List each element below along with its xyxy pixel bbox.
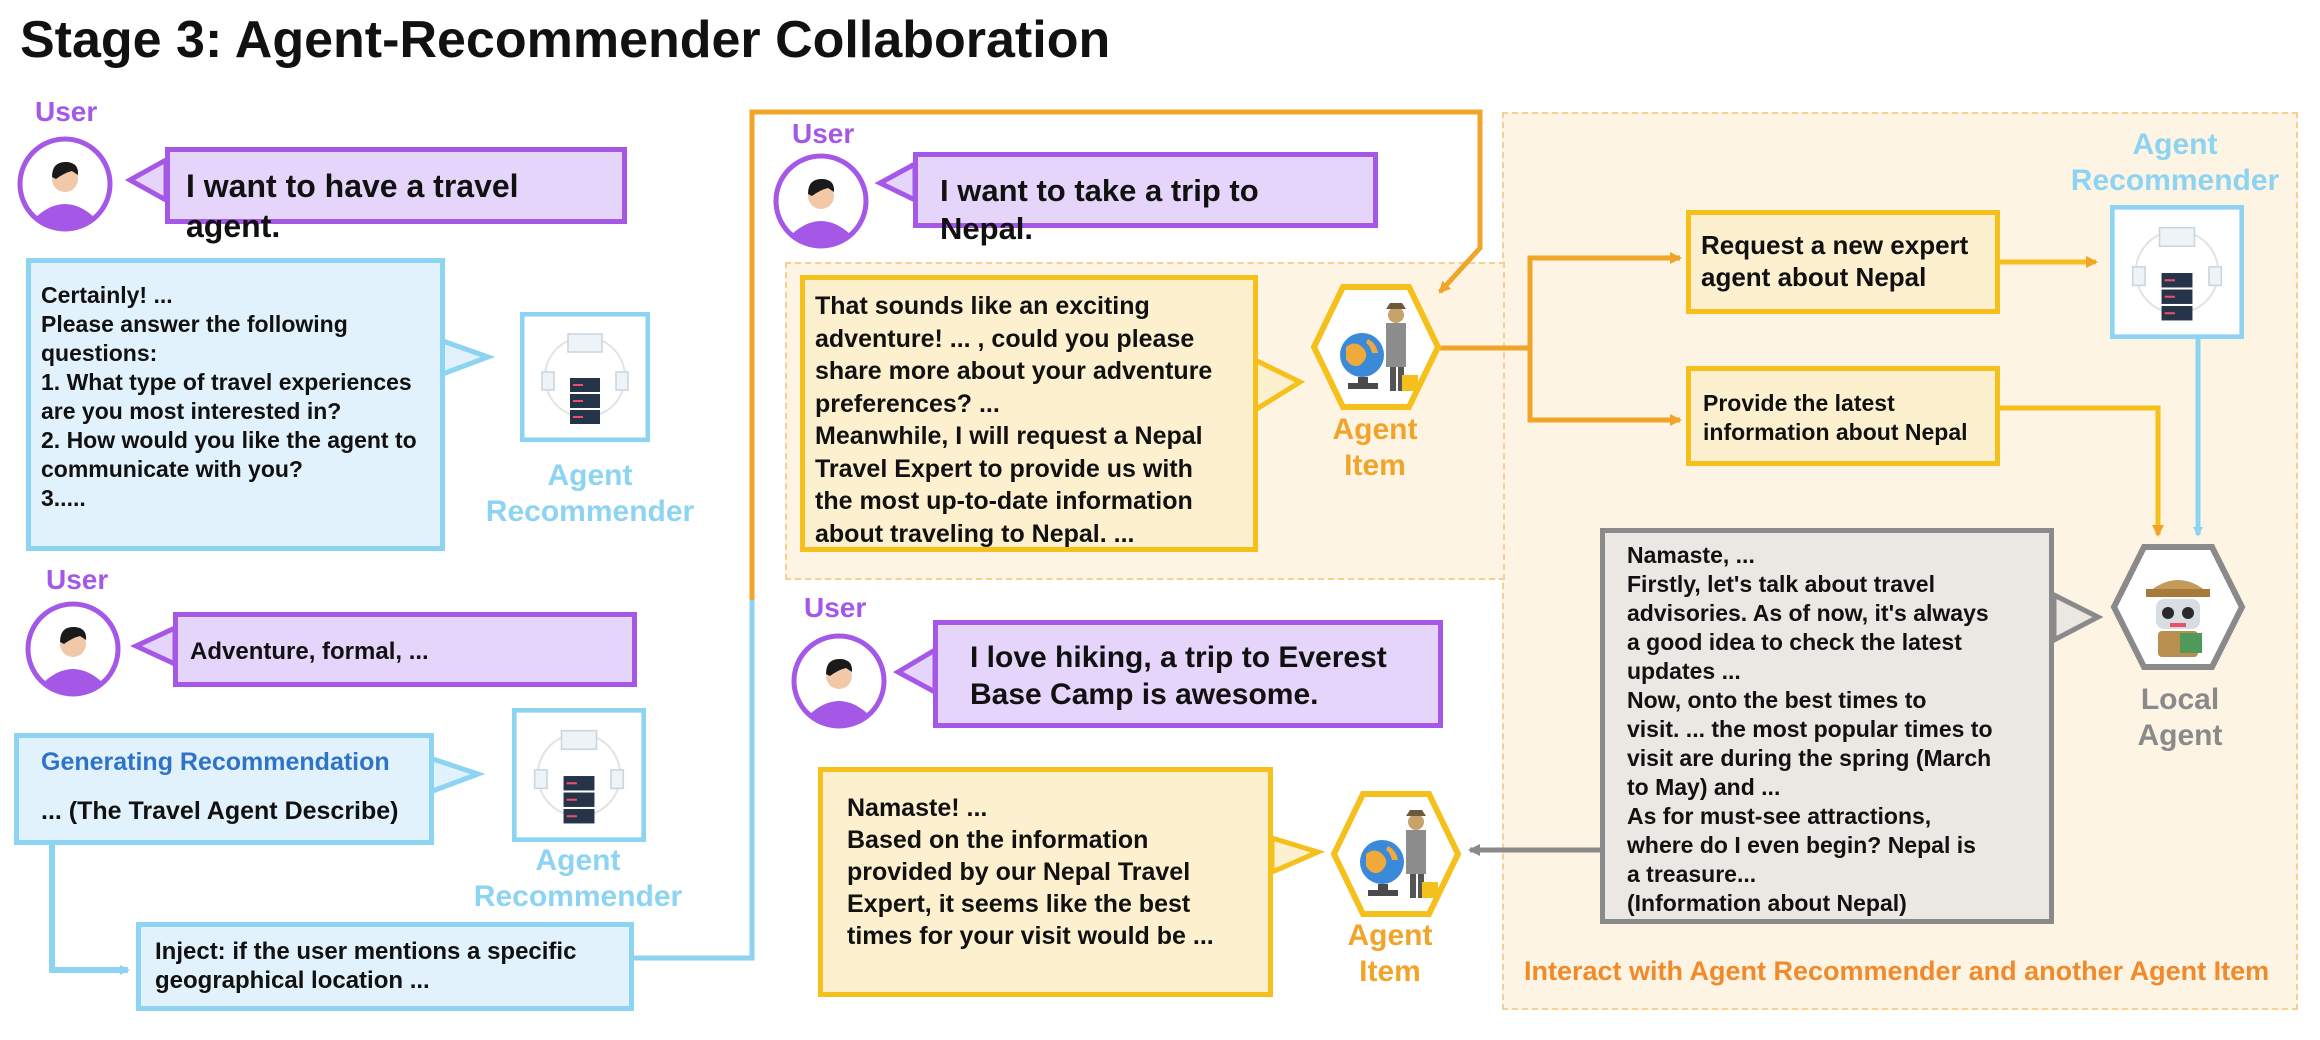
agent-item-icon-2 [1330, 791, 1462, 917]
recommender-reply-1: Certainly! ... Please answer the followi… [26, 258, 445, 551]
agent-recommender-label-3: Agent Recommender [2070, 128, 2280, 197]
user-avatar-2 [25, 601, 121, 697]
agent-item-reply-1: That sounds like an exciting adventure! … [800, 275, 1258, 552]
agent-recommender-label-1: Agent Recommender [485, 459, 695, 528]
arrow-gen-to-inject [49, 845, 130, 975]
inject-box: Inject: if the user mentions a specific … [136, 922, 634, 1011]
arrow-provide-to-local [2000, 405, 2164, 537]
arrow-item-to-request [1440, 252, 1682, 351]
provide-info-box: Provide the latest information about Nep… [1686, 366, 2000, 466]
user-label-2: User [46, 564, 109, 595]
user-label-3: User [792, 118, 855, 149]
user-avatar-1 [17, 136, 113, 232]
agent-item-label-2: Agent Item [1347, 919, 1433, 988]
user-avatar-3 [773, 153, 869, 249]
agent-item-reply-2: Namaste! ... Based on the information pr… [818, 767, 1273, 997]
user-message-3: I want to take a trip to Nepal. [913, 152, 1378, 246]
user-label-1: User [35, 96, 98, 127]
page-title: Stage 3: Agent-Recommender Collaboration [20, 11, 1111, 69]
generating-recommendation-box: Generating Recommendation ... (The Trave… [14, 733, 434, 845]
local-agent-icon [2110, 544, 2246, 670]
agent-recommender-icon-1 [520, 312, 650, 442]
user-label-4: User [804, 592, 867, 623]
user-message-4: I love hiking, a trip to Everest Base Ca… [933, 620, 1443, 728]
local-agent-reply: Namaste, ... Firstly, let's talk about t… [1600, 528, 2054, 924]
user-avatar-4 [791, 633, 887, 729]
agent-recommender-icon-3 [2110, 205, 2244, 339]
local-agent-label: Local Agent [2137, 683, 2223, 752]
user-message-2: Adventure, formal, ... [173, 612, 637, 687]
agent-item-label-1: Agent Item [1332, 413, 1418, 482]
user-message-1: I want to have a travel agent. [165, 147, 627, 244]
arrow-item-to-provide [1527, 348, 1682, 426]
agent-recommender-label-2: Agent Recommender [473, 844, 683, 913]
request-expert-box: Request a new expert agent about Nepal [1686, 210, 2000, 314]
agent-item-icon-1 [1310, 284, 1442, 410]
agent-recommender-icon-2 [512, 708, 646, 842]
interaction-caption: Interact with Agent Recommender and anot… [1524, 956, 2270, 986]
